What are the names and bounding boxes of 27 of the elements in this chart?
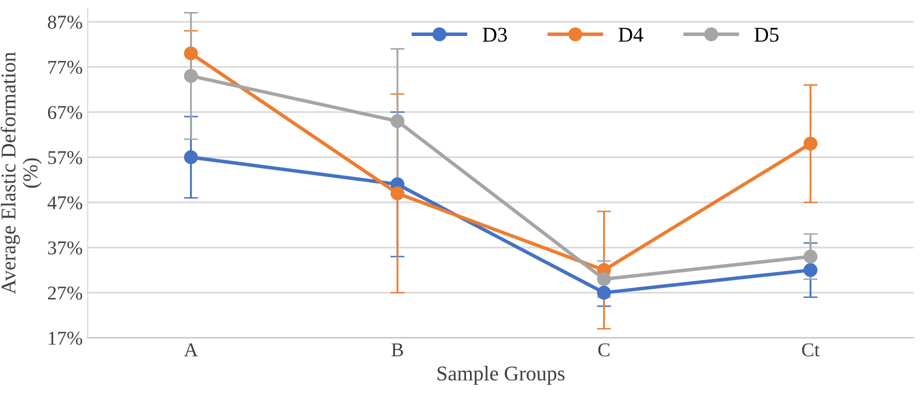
x-axis-title: Sample Groups — [438, 366, 564, 385]
y-tick-label: 47% — [48, 196, 82, 210]
y-tick-label: 27% — [48, 286, 82, 300]
x-tick-label: Ct — [802, 343, 820, 356]
point — [390, 186, 404, 200]
y-tick-label: 17% — [48, 332, 82, 345]
y-axis-title: Average Elastic Deformation (%) — [0, 52, 42, 294]
legend-label: D4 — [618, 28, 644, 42]
point — [804, 263, 818, 278]
point — [390, 114, 404, 128]
point — [804, 136, 818, 151]
point — [597, 286, 611, 300]
point — [597, 272, 611, 286]
x-tick-label: A — [184, 343, 198, 356]
point — [184, 150, 198, 164]
x-tick-label: C — [598, 343, 610, 356]
point — [804, 250, 818, 264]
y-tick-label: 87% — [48, 16, 82, 29]
legend-label: D5 — [754, 28, 779, 42]
point — [184, 46, 198, 60]
y-tick-label: 37% — [48, 241, 82, 255]
point — [184, 69, 198, 83]
y-tick-label: 77% — [48, 60, 82, 74]
y-tick-label: 67% — [48, 106, 82, 120]
x-tick-label: B — [392, 343, 403, 356]
legend-label: D3 — [482, 28, 507, 42]
y-tick-label: 57% — [48, 151, 82, 164]
